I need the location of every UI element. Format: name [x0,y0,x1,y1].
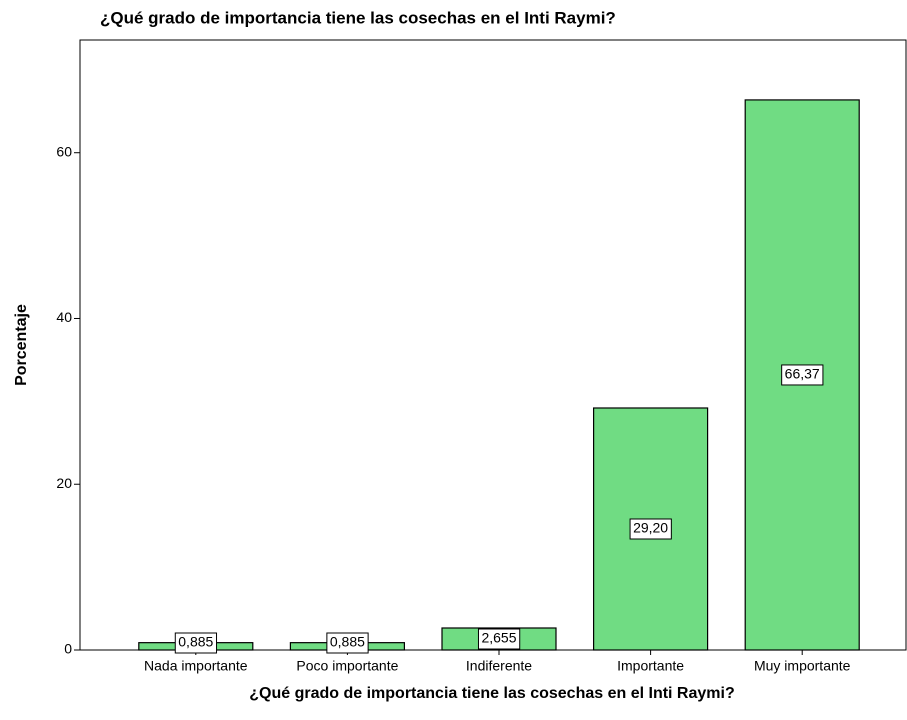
y-tick-label: 20 [56,475,72,491]
x-tick-label: Importante [617,658,684,674]
value-label: 66,37 [785,366,820,382]
y-tick-label: 0 [64,641,72,657]
value-label-box [174,632,218,654]
y-tick-label: 40 [56,309,72,325]
value-label: 2,655 [481,630,516,646]
x-tick-label: Nada importante [144,658,248,674]
value-label-box [781,364,824,386]
value-label-box [477,628,521,650]
value-label: 29,20 [633,520,668,536]
value-label: 0,885 [330,634,365,650]
value-label: 0,885 [178,634,213,650]
x-tick-label: Poco importante [296,658,398,674]
x-tick-label: Muy importante [754,658,851,674]
y-tick-label: 60 [56,143,72,159]
y-axis-label: Porcentaje [13,304,30,386]
value-label-box [326,632,369,654]
x-tick-label: Indiferente [466,658,532,674]
chart-title: ¿Qué grado de importancia tiene las cose… [100,8,616,27]
value-label-box [629,518,672,540]
x-axis-label: ¿Qué grado de importancia tiene las cose… [249,685,734,702]
